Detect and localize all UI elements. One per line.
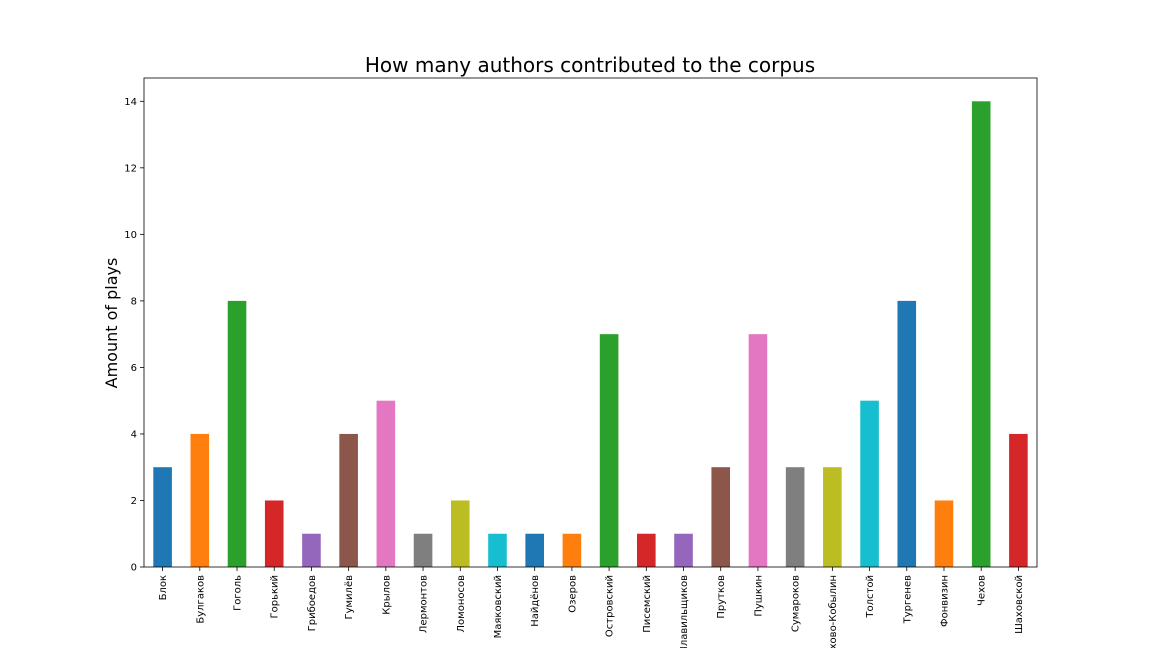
x-tick-label: Плавильщиков bbox=[679, 575, 690, 648]
x-tick-label: Шаховской bbox=[1014, 575, 1025, 634]
x-tick-label: Сумароков bbox=[791, 575, 802, 632]
x-tick-label: Найдёнов bbox=[530, 575, 541, 627]
bar-23 bbox=[971, 101, 991, 567]
bar-16 bbox=[711, 467, 731, 567]
x-tick-label: Толстой bbox=[865, 575, 876, 619]
bar-10 bbox=[488, 533, 507, 567]
x-tick-label: Гумилёв bbox=[344, 575, 355, 620]
x-tick-label: Горький bbox=[270, 575, 281, 619]
bar-20 bbox=[860, 400, 879, 567]
bar-12 bbox=[562, 533, 582, 567]
y-tick-label: 6 bbox=[131, 363, 137, 374]
x-tick-label: Ломоносов bbox=[456, 575, 467, 633]
x-tick-label: Гоголь bbox=[233, 575, 244, 611]
plot-frame bbox=[143, 77, 1038, 568]
y-tick-label: 4 bbox=[131, 429, 137, 440]
x-tick-label: Чехов bbox=[977, 575, 988, 606]
bar-9 bbox=[450, 500, 470, 567]
y-tick-label: 12 bbox=[124, 163, 137, 174]
y-tick-label: 14 bbox=[124, 97, 137, 108]
bar-3 bbox=[227, 300, 247, 567]
x-tick-label: Сухово-Кобылин bbox=[828, 575, 839, 648]
y-axis-label: Amount of plays bbox=[102, 258, 121, 389]
bar-1 bbox=[153, 467, 172, 567]
x-tick-label: Пушкин bbox=[753, 575, 764, 617]
bar-15 bbox=[674, 533, 693, 567]
bar-2 bbox=[190, 433, 210, 567]
bar-4 bbox=[264, 500, 284, 567]
bar-18 bbox=[785, 467, 805, 567]
x-tick-label: Озеров bbox=[567, 575, 578, 613]
x-tick-label: Блок bbox=[158, 575, 169, 600]
bar-14 bbox=[637, 533, 656, 567]
bar-5 bbox=[302, 533, 321, 567]
x-tick-label: Тургенев bbox=[902, 575, 913, 624]
bar-8 bbox=[413, 533, 433, 567]
x-tick-label: Островский bbox=[605, 575, 616, 637]
x-tick-label: Крылов bbox=[381, 575, 392, 615]
x-tick-label: Лермонтов bbox=[419, 575, 430, 633]
bars-group bbox=[153, 101, 1028, 567]
x-axis: Блок Булгаков Гоголь Горький Грибоедов Гумилё… bbox=[158, 567, 1025, 648]
bar-11 bbox=[525, 533, 544, 567]
y-tick-label: 2 bbox=[131, 496, 137, 507]
x-tick-label: Булгаков bbox=[195, 575, 206, 624]
x-tick-label: Маяковский bbox=[493, 575, 504, 638]
x-tick-label: Грибоедов bbox=[307, 575, 318, 631]
x-tick-label: Писемский bbox=[642, 575, 653, 633]
x-tick-label: Фонвизин bbox=[939, 575, 950, 627]
y-axis: 0 2 4 6 8 10 12 14 bbox=[124, 97, 144, 574]
bar-7 bbox=[376, 400, 396, 567]
bar-6 bbox=[339, 433, 358, 567]
bar-21 bbox=[897, 300, 917, 567]
x-tick-label: Прутков bbox=[716, 575, 727, 619]
bar-17 bbox=[748, 334, 768, 567]
chart-title: How many authors contributed to the corp… bbox=[365, 53, 815, 77]
bar-22 bbox=[934, 500, 954, 567]
y-tick-label: 10 bbox=[124, 230, 137, 241]
bar-13 bbox=[599, 334, 619, 567]
y-tick-label: 8 bbox=[131, 296, 137, 307]
bar-24 bbox=[1009, 433, 1028, 567]
y-tick-label: 0 bbox=[131, 563, 137, 574]
bar-19 bbox=[823, 467, 842, 567]
